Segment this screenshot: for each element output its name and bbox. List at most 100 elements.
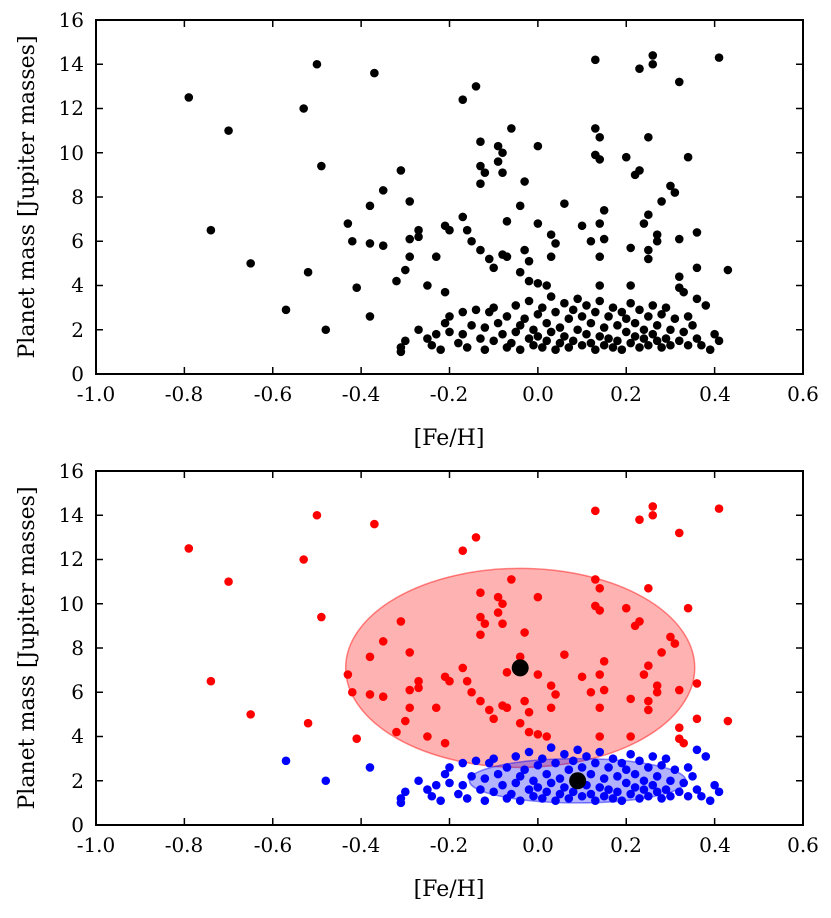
high-mass-point [493,592,503,602]
data-point [431,329,441,339]
high-mass-point [591,575,600,584]
top-ytick-label: 14 [59,52,84,76]
high-mass-point [405,685,415,695]
data-point [396,166,406,175]
high-mass-point [595,583,605,593]
high-mass-point [595,606,605,615]
bottom-x-axis-label: [Fe/H] [414,877,485,902]
high-mass-point [683,603,693,613]
data-point [591,124,600,133]
low-mass-point [608,754,618,763]
data-point [542,336,552,346]
high-mass-point [458,546,468,555]
low-mass-point [697,791,706,801]
data-point [599,323,609,332]
data-point [224,126,233,135]
low-mass-point [604,763,613,772]
data-point [401,265,410,275]
high-mass-point [644,583,653,593]
top-ytick-label: 0 [71,362,84,386]
data-point [591,345,600,354]
top-ytick-marks [96,19,803,375]
data-point [524,334,534,343]
high-mass-point [471,533,481,542]
data-point [458,329,468,339]
low-mass-point [537,794,547,803]
high-mass-point [423,732,432,741]
top-xtick-label: -0.8 [165,382,204,406]
data-point [626,298,635,308]
data-point [498,148,507,158]
high-mass-point [674,528,684,538]
high-mass-point [674,685,684,695]
bottom-xtick-label: 0.6 [787,833,819,857]
data-point [551,307,560,317]
data-point [670,314,680,323]
data-point [467,321,476,330]
data-point [577,221,587,231]
top-xtick-label: -0.6 [254,382,293,406]
data-point [679,287,688,297]
data-point [493,141,503,151]
data-point [604,334,613,343]
data-point [414,325,423,335]
data-point [573,325,582,335]
data-point [440,318,450,328]
high-mass-point [591,506,600,516]
low-mass-point [507,789,516,799]
data-point [582,301,591,310]
data-point [493,157,503,166]
data-point [692,334,702,343]
low-mass-point [560,783,569,792]
data-point [613,336,622,346]
data-point [683,152,693,162]
high-mass-point [484,705,494,715]
high-mass-point [533,670,543,679]
data-point [661,303,671,312]
high-mass-point [489,714,498,724]
low-mass-point [515,772,525,781]
data-point [595,296,605,306]
data-point [635,343,644,352]
high-mass-centroid [511,659,529,677]
data-point [445,312,454,321]
low-mass-centroid [569,772,587,790]
low-mass-point [537,754,547,763]
high-mass-point [476,612,485,622]
data-point [405,197,415,206]
low-mass-point [520,765,529,774]
bottom-ytick-label: 2 [71,769,84,793]
top-xtick-label: -0.2 [430,382,469,406]
data-point [467,236,476,246]
low-mass-point [701,752,711,761]
data-point [555,338,565,348]
top-plot-frame [96,20,803,374]
low-mass-point [489,787,498,797]
data-point [714,53,724,62]
low-mass-point [666,791,675,801]
data-point [586,338,596,348]
high-mass-point [626,732,635,741]
high-mass-point [595,732,605,741]
low-mass-point [626,749,635,759]
data-point [431,252,441,262]
high-mass-point [440,738,450,748]
data-point [626,281,635,290]
low-mass-point [648,752,658,761]
data-point [701,301,711,310]
data-point [471,305,481,315]
bottom-xtick-marks [95,471,804,825]
low-mass-point [427,791,437,801]
data-point [524,276,534,286]
high-mass-point [644,705,653,715]
high-mass-point [635,617,644,626]
data-point [246,259,255,268]
data-point [458,212,468,222]
low-mass-point [657,794,666,803]
low-mass-point [515,796,525,805]
data-point [303,267,313,277]
top-ytick-label: 8 [71,185,84,209]
data-point [595,332,605,341]
bottom-ytick-label: 8 [71,636,84,660]
data-point [312,59,322,69]
